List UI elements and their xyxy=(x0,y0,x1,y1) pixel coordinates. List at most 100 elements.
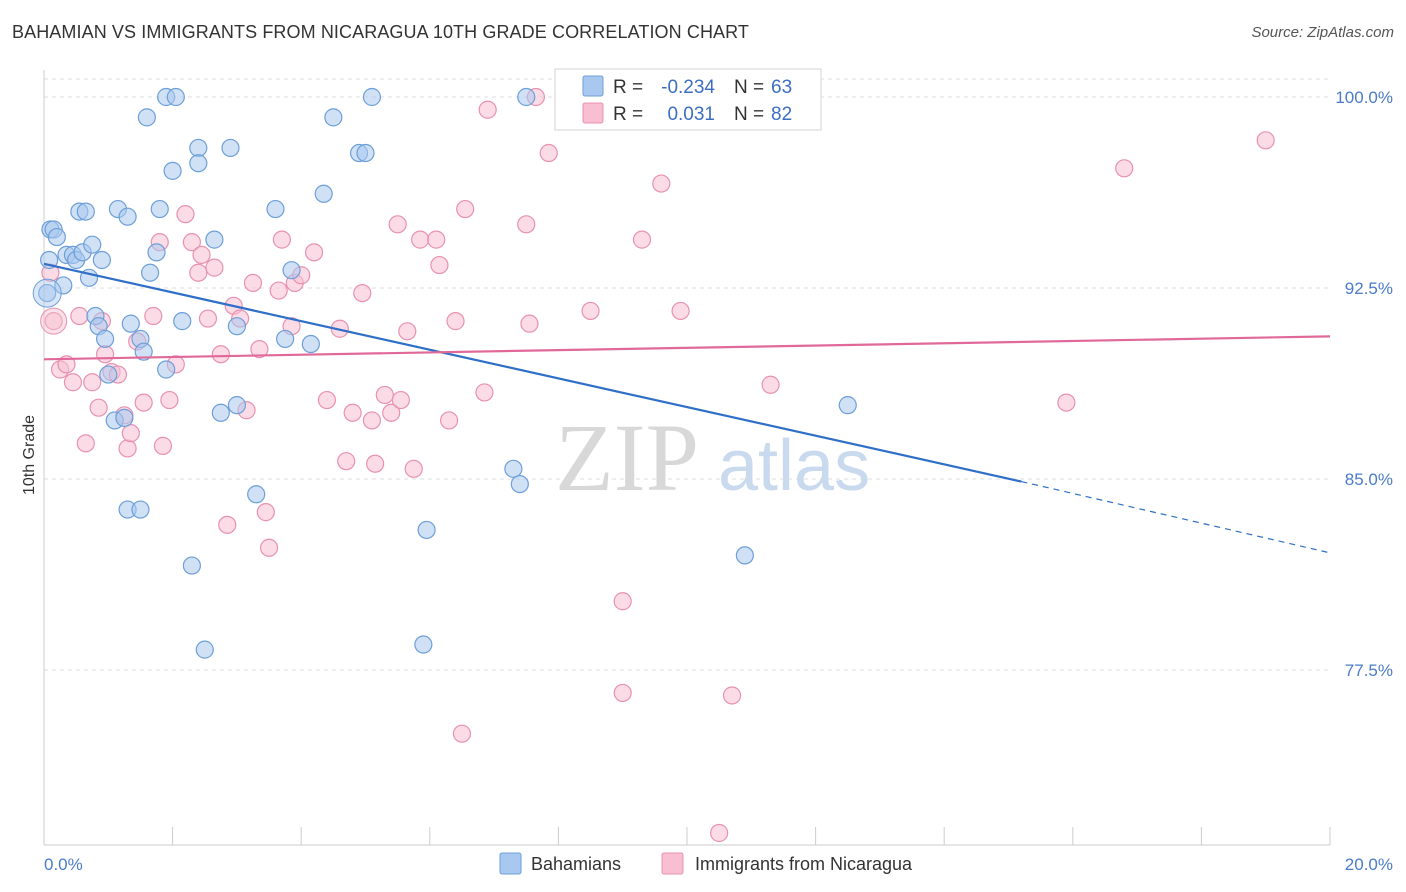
source-credit: Source: ZipAtlas.com xyxy=(1251,24,1394,41)
legend-r-value-pink: 0.031 xyxy=(667,104,715,125)
x-tick-label-1: 20.0% xyxy=(1345,855,1393,874)
nicaragua-point-58 xyxy=(427,230,446,249)
nicaragua-point-72 xyxy=(613,683,632,703)
bahamians-point-56 xyxy=(414,635,433,654)
legend-n-value-pink: 82 xyxy=(771,104,792,125)
bahamians-point-55 xyxy=(362,87,382,107)
nicaragua-point-5 xyxy=(70,306,89,326)
nicaragua-point-29 xyxy=(211,345,230,364)
bahamians-point-37 xyxy=(182,556,201,575)
bahamians-point-45 xyxy=(227,396,246,415)
chart-title: BAHAMIAN VS IMMIGRANTS FROM NICARAGUA 10… xyxy=(12,22,750,42)
x-tick-labels: 0.0% 20.0% xyxy=(44,855,1393,874)
nicaragua-point-60 xyxy=(439,411,459,430)
bahamians-point-16 xyxy=(92,250,111,270)
nicaragua-point-25 xyxy=(189,263,208,282)
nicaragua-point-38 xyxy=(269,281,288,300)
bahamians-point-54 xyxy=(356,143,375,163)
nicaragua-point-70 xyxy=(581,301,600,321)
legend-r-label-pink: R = xyxy=(613,104,643,125)
nicaragua-point-55 xyxy=(398,322,417,341)
watermark-zip: ZIP xyxy=(555,404,699,511)
bahamians-point-44 xyxy=(227,317,246,336)
bahamians-point-25 xyxy=(121,314,140,333)
nicaragua-point-59 xyxy=(430,255,449,275)
bottom-legend-nicaragua: Immigrants from Nicaragua xyxy=(695,854,913,874)
legend-r-value-blue: -0.234 xyxy=(661,77,715,98)
nicaragua-point-39 xyxy=(272,230,292,249)
nicaragua-point-4 xyxy=(63,373,83,392)
bahamians-point-46 xyxy=(247,485,266,504)
bottom-legend: Bahamians Immigrants from Nicaragua xyxy=(499,852,913,875)
nicaragua-point-23 xyxy=(176,205,195,224)
nicaragua-point-63 xyxy=(456,199,475,219)
nicaragua-point-75 xyxy=(671,301,690,321)
legend-n-label-blue: N = xyxy=(734,77,764,98)
bottom-legend-swatch-bahamians xyxy=(499,852,522,875)
bahamians-point-36 xyxy=(173,312,192,331)
bahamians-point-48 xyxy=(276,329,295,349)
nicaragua-point-62 xyxy=(452,724,472,743)
legend-r-label-blue: R = xyxy=(613,77,643,98)
legend-swatch-blue xyxy=(582,75,604,97)
nicaragua-point-78 xyxy=(761,375,780,394)
nicaragua-point-14 xyxy=(118,439,137,458)
bahamians-trend-extension xyxy=(1021,480,1331,554)
nicaragua-point-71 xyxy=(613,592,632,611)
bahamians-point-50 xyxy=(301,334,320,354)
bahamians-point-13 xyxy=(83,235,102,254)
bahamians-point-35 xyxy=(166,87,185,107)
nicaragua-point-21 xyxy=(160,390,179,410)
bahamians-point-43 xyxy=(221,138,240,158)
bahamians-point-62 xyxy=(838,396,857,415)
nicaragua-point-74 xyxy=(652,174,671,193)
bahamians-point-47 xyxy=(266,199,285,219)
y-tick-label-1: 92.5% xyxy=(1345,279,1393,298)
nicaragua-point-27 xyxy=(198,309,218,328)
nicaragua-point-24 xyxy=(182,233,201,252)
bahamians-point-28 xyxy=(137,108,156,127)
nicaragua-point-49 xyxy=(362,411,382,430)
nicaragua-point-18 xyxy=(144,306,163,326)
nicaragua-trend-line xyxy=(43,335,1331,361)
bahamians-point-51 xyxy=(314,184,333,203)
bahamians-point-38 xyxy=(189,138,208,158)
nicaragua-point-47 xyxy=(343,403,362,422)
trend-lines xyxy=(43,262,1331,554)
bahamians-point-5 xyxy=(54,276,73,295)
nicaragua-point-large xyxy=(40,307,68,335)
nicaragua-point-64 xyxy=(475,383,494,402)
nicaragua-point-30 xyxy=(218,515,237,534)
bottom-legend-swatch-nicaragua xyxy=(661,852,684,875)
nicaragua-point-36 xyxy=(256,503,275,522)
nicaragua-point-73 xyxy=(632,230,652,249)
nicaragua-point-15 xyxy=(121,424,140,443)
nicaragua-point-48 xyxy=(353,283,372,303)
bahamians-point-40 xyxy=(195,640,214,659)
nicaragua-point-76 xyxy=(710,823,729,843)
bahamians-point-27 xyxy=(134,342,153,361)
nicaragua-point-8 xyxy=(89,398,108,417)
nicaragua-point-3 xyxy=(57,355,76,374)
bahamians-point-30 xyxy=(147,243,166,262)
nicaragua-point-34 xyxy=(243,273,263,293)
x-tick-label-0: 0.0% xyxy=(44,855,83,874)
nicaragua-point-10 xyxy=(95,345,115,364)
y-tick-label-2: 85.0% xyxy=(1345,470,1393,489)
nicaragua-point-44 xyxy=(317,390,337,410)
y-tick-label-3: 77.5% xyxy=(1345,661,1393,680)
bahamians-point-4 xyxy=(47,227,66,247)
nicaragua-point-26 xyxy=(192,245,211,264)
nicaragua-point-54 xyxy=(391,390,410,410)
bahamians-trend-line xyxy=(43,262,1022,483)
nicaragua-point-43 xyxy=(304,243,324,262)
nicaragua-point-37 xyxy=(259,538,279,557)
nicaragua-point-57 xyxy=(411,230,430,249)
bahamians-point-24 xyxy=(131,500,150,519)
bahamians-point-0 xyxy=(38,283,57,303)
y-axis-label: 10th Grade xyxy=(21,415,38,495)
nicaragua-point-7 xyxy=(83,373,102,392)
nicaragua-point-28 xyxy=(205,258,224,277)
axes xyxy=(43,70,1331,846)
series-immigrants-from-nicaragua xyxy=(40,87,1275,843)
